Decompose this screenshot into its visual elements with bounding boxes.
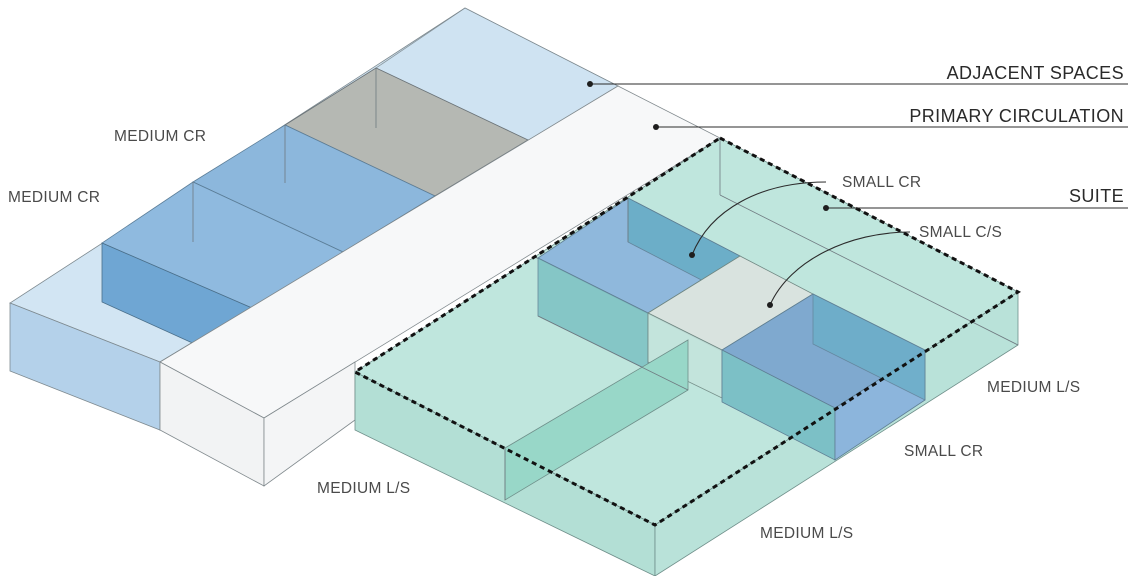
label-primary-circulation: PRIMARY CIRCULATION xyxy=(909,106,1124,126)
label-medium-ls-right: MEDIUM L/S xyxy=(987,379,1080,396)
leader-lines xyxy=(587,81,1128,308)
label-medium-cr-left: MEDIUM CR xyxy=(8,189,100,206)
label-medium-ls-bottom: MEDIUM L/S xyxy=(760,525,853,542)
label-medium-ls-left: MEDIUM L/S xyxy=(317,480,410,497)
label-small-cr-right: SMALL CR xyxy=(904,443,983,460)
label-medium-cr-top: MEDIUM CR xyxy=(114,128,206,145)
primary-circulation-block xyxy=(159,85,721,487)
label-adjacent-spaces: ADJACENT SPACES xyxy=(947,63,1124,83)
suite-rooms xyxy=(504,197,926,501)
label-small-cr-top: SMALL CR xyxy=(842,174,921,191)
suite-boundary-dashed xyxy=(351,136,1021,527)
small-cr-right-back xyxy=(812,293,926,401)
label-small-cs: SMALL C/S xyxy=(919,224,1002,241)
label-suite: SUITE xyxy=(1069,186,1124,206)
